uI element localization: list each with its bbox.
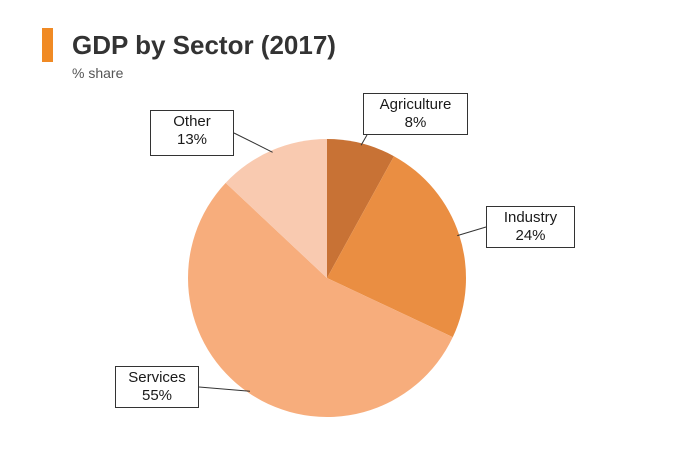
chart-subtitle: % share	[72, 65, 124, 81]
callout-label: Services	[128, 369, 186, 386]
callout-label: Other	[173, 113, 211, 130]
leader-line-industry	[457, 226, 487, 237]
leader-line-agriculture	[360, 134, 368, 146]
pie-slice-services	[188, 182, 453, 417]
pie-slice-industry	[327, 156, 467, 338]
callout-value: 55%	[141, 387, 173, 404]
callout-value: 8%	[404, 114, 427, 131]
callout-value: 13%	[176, 131, 208, 148]
callout-label: Agriculture	[379, 96, 452, 113]
leader-line-services	[198, 386, 251, 392]
callout-value: 24%	[515, 227, 546, 244]
chart-title: GDP by Sector (2017)	[72, 30, 336, 60]
callout-agriculture: Agriculture 8%	[363, 93, 468, 135]
title-accent-bar	[42, 28, 53, 62]
pie-slice-agriculture	[327, 139, 394, 278]
leader-line-other	[233, 132, 273, 153]
pie-slice-other	[225, 139, 327, 278]
callout-services: Services 55%	[115, 366, 199, 408]
callout-industry: Industry 24%	[486, 206, 575, 248]
callout-other: Other 13%	[150, 110, 234, 156]
callout-label: Industry	[503, 209, 558, 226]
